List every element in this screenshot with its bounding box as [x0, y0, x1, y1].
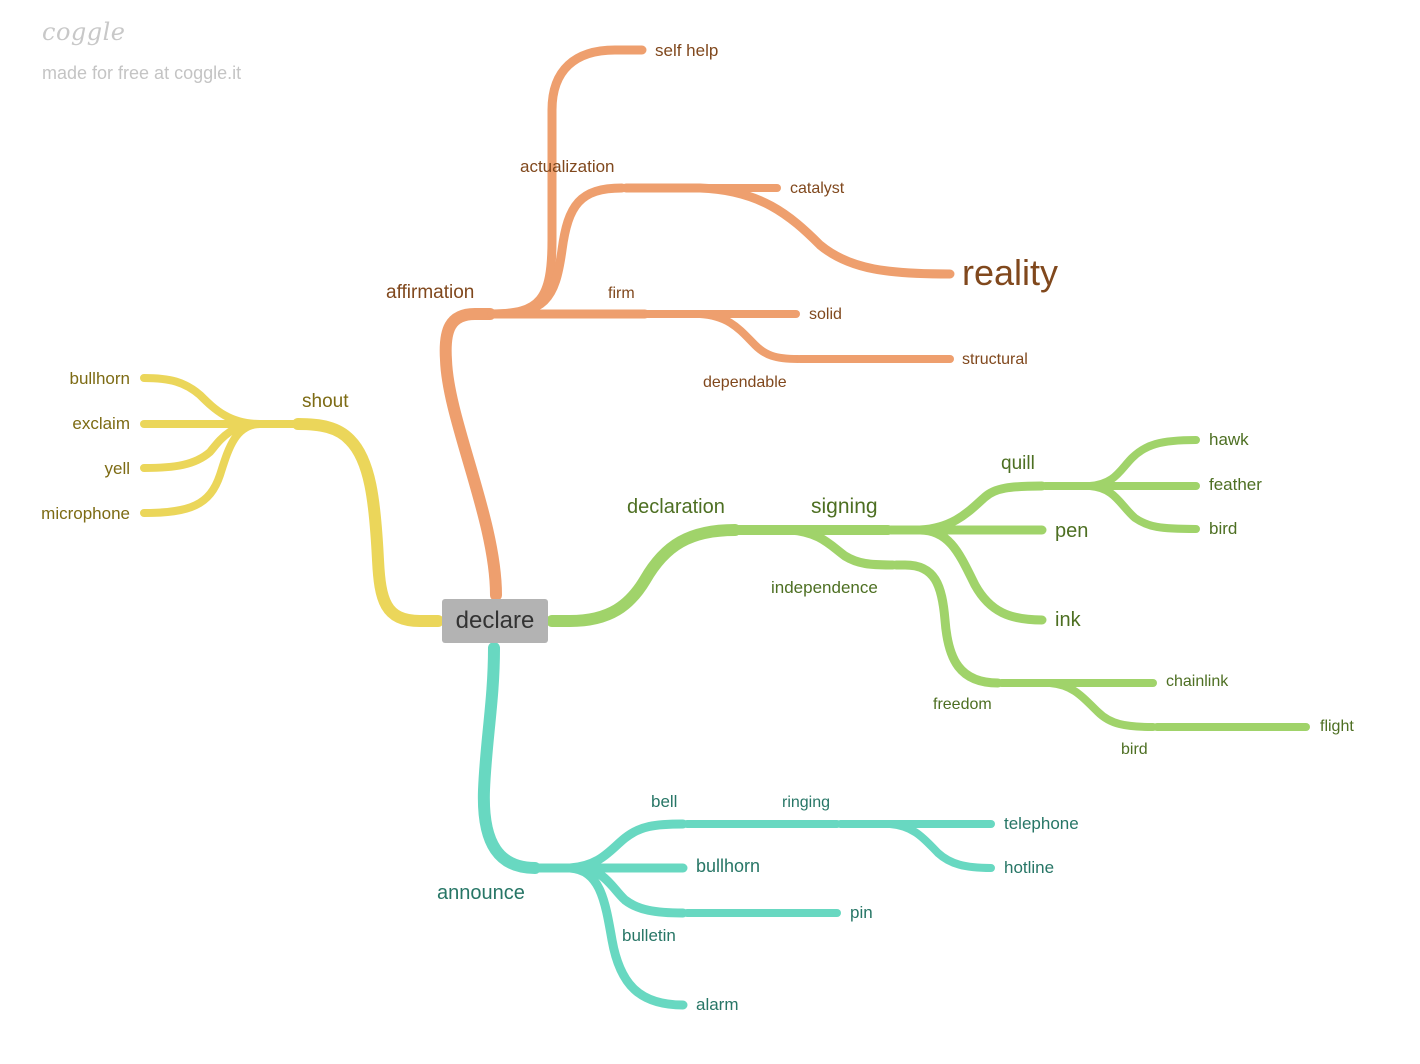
node-self-help[interactable]: self help: [655, 41, 718, 60]
node-bullhorn-announce[interactable]: bullhorn: [696, 856, 760, 876]
connector-root-declaration: [546, 524, 741, 627]
affirmation-labels: affirmation actualization self help cata…: [386, 41, 1058, 391]
coggle-tagline: made for free at coggle.it: [42, 63, 242, 83]
node-quill[interactable]: quill: [1001, 453, 1035, 474]
node-structural[interactable]: structural: [962, 351, 1028, 368]
node-hotline[interactable]: hotline: [1004, 858, 1054, 877]
node-flight[interactable]: flight: [1320, 718, 1354, 735]
connector-firm-dependable: [644, 310, 802, 363]
node-dependable[interactable]: dependable: [703, 374, 787, 391]
connector-shout-bullhorn: [140, 374, 298, 428]
connector-signing-quill: [887, 481, 1047, 535]
connector-declaration-independence: [733, 525, 898, 570]
node-bird-quill[interactable]: bird: [1209, 519, 1237, 538]
connector-ringing-hotline: [837, 820, 995, 872]
root-node-label: declare: [455, 607, 535, 634]
node-bell[interactable]: bell: [651, 792, 677, 811]
connector-affirmation-actualization: [487, 183, 627, 319]
shout-branch-lines: [140, 374, 444, 627]
coggle-logo: coggle: [42, 18, 126, 46]
node-affirmation[interactable]: affirmation: [386, 282, 474, 303]
connector-announce-alarm: [533, 863, 688, 1010]
node-yell[interactable]: yell: [104, 459, 130, 478]
node-bullhorn-shout[interactable]: bullhorn: [70, 369, 131, 388]
declaration-branch-lines: [546, 436, 1310, 731]
node-pen[interactable]: pen: [1055, 520, 1088, 542]
node-independence[interactable]: independence: [771, 578, 878, 597]
announce-branch-lines: [477, 642, 995, 1010]
node-declaration[interactable]: declaration: [627, 496, 725, 518]
node-feather[interactable]: feather: [1209, 475, 1262, 494]
node-hawk[interactable]: hawk: [1209, 430, 1249, 449]
root-node-declare[interactable]: declare: [442, 599, 548, 643]
node-ringing[interactable]: ringing: [782, 794, 830, 811]
node-freedom[interactable]: freedom: [933, 696, 992, 713]
node-exclaim[interactable]: exclaim: [72, 414, 130, 433]
node-bulletin[interactable]: bulletin: [622, 926, 676, 945]
connector-independence-freedom: [891, 560, 1003, 688]
node-alarm[interactable]: alarm: [696, 995, 739, 1014]
connector-root-announce: [477, 642, 541, 874]
node-actualization[interactable]: actualization: [520, 157, 615, 176]
connector-freedom-bird: [998, 679, 1157, 731]
connector-quill-hawk: [1042, 436, 1200, 490]
affirmation-branch-lines: [439, 45, 955, 601]
node-chainlink[interactable]: chainlink: [1166, 673, 1229, 690]
node-bird-freedom[interactable]: bird: [1121, 741, 1148, 758]
announce-labels: announce bell ringing telephone hotline …: [437, 792, 1079, 1014]
connector-shout-microphone: [140, 420, 298, 517]
node-reality[interactable]: reality: [962, 252, 1058, 293]
node-ink[interactable]: ink: [1055, 609, 1082, 631]
node-pin[interactable]: pin: [850, 903, 873, 922]
connector-root-shout: [292, 418, 444, 627]
connector-announce-bell: [533, 819, 688, 873]
connector-shout-yell: [140, 420, 298, 472]
node-microphone[interactable]: microphone: [41, 504, 130, 523]
connector-signing-ink: [887, 525, 1047, 625]
connector-quill-bird: [1042, 482, 1200, 533]
connector-announce-bulletin: [533, 863, 688, 918]
declaration-labels: declaration signing quill hawk feather b…: [627, 430, 1354, 758]
connector-actualization-reality: [621, 183, 955, 279]
shout-labels: shout bullhorn exclaim yell microphone: [41, 369, 349, 523]
node-catalyst[interactable]: catalyst: [790, 180, 845, 197]
node-solid[interactable]: solid: [809, 306, 842, 323]
connector-root-affirmation: [439, 308, 502, 601]
node-shout[interactable]: shout: [302, 391, 349, 412]
node-firm[interactable]: firm: [608, 285, 635, 302]
node-announce[interactable]: announce: [437, 882, 525, 904]
node-telephone[interactable]: telephone: [1004, 814, 1079, 833]
node-signing[interactable]: signing: [811, 495, 878, 518]
connector-affirmation-selfhelp: [487, 45, 647, 319]
